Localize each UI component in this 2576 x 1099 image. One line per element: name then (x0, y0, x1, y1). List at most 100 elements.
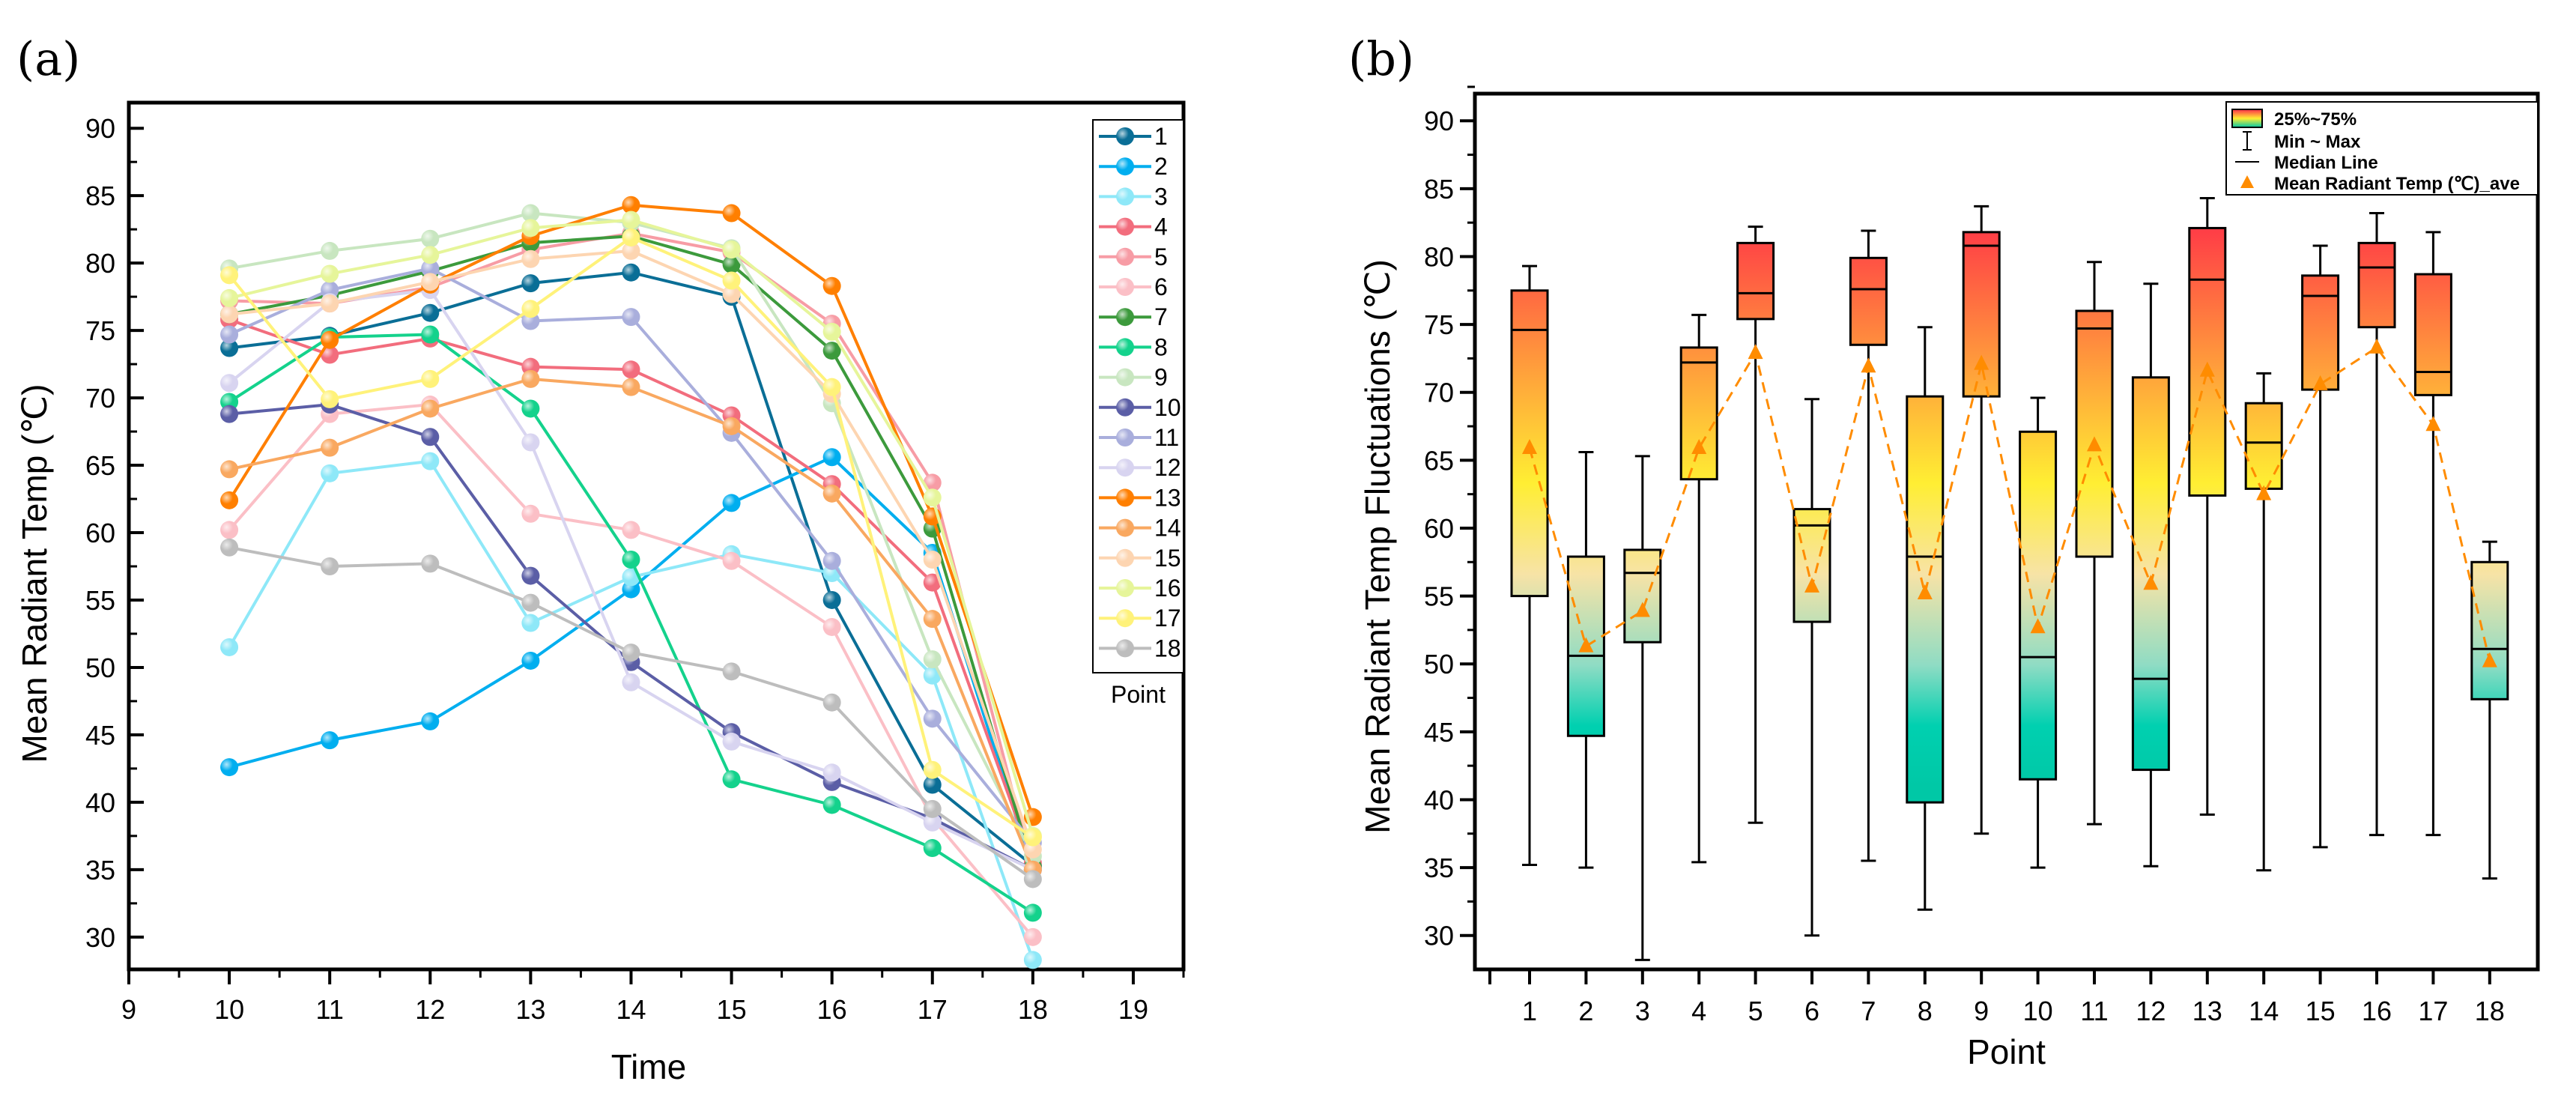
data-point-highlight (822, 322, 841, 341)
data-point-highlight (321, 330, 339, 349)
data-point-highlight (220, 374, 239, 393)
x-tick-label: 15 (2306, 996, 2336, 1026)
legend-label: 1 (1154, 123, 1168, 150)
legend-swatch-highlight (1116, 217, 1134, 236)
data-point-highlight (622, 263, 640, 282)
iqr-box (2019, 430, 2058, 781)
x-tick-label: 13 (515, 994, 545, 1025)
data-point-highlight (822, 448, 841, 467)
legend-swatch-highlight (1116, 127, 1134, 145)
y-tick-label: 55 (1424, 581, 1454, 612)
data-point-highlight (722, 204, 741, 222)
data-point-highlight (822, 590, 841, 609)
data-point-highlight (923, 813, 942, 832)
legend-label: 17 (1154, 605, 1181, 632)
data-point-highlight (521, 593, 540, 612)
legend-label: Mean Radiant Temp (℃)_ave (2274, 174, 2520, 194)
legend-label: 2 (1154, 153, 1168, 180)
x-tick-label: 10 (2023, 996, 2053, 1026)
x-tick-label: 12 (2136, 996, 2166, 1026)
data-point-highlight (822, 551, 841, 570)
mean-marker (1578, 637, 1594, 653)
legend-label: 8 (1154, 333, 1168, 360)
series-10 (220, 396, 1042, 879)
iqr-box (1849, 256, 1888, 346)
legend-swatch-highlight (1116, 278, 1134, 296)
panel-label: (b) (1348, 31, 1414, 86)
box-point-18 (2470, 540, 2509, 880)
legend-label: 18 (1154, 635, 1181, 661)
data-point-highlight (923, 799, 942, 818)
data-point-highlight (220, 538, 239, 557)
legend-label: 25%~75% (2274, 109, 2357, 130)
y-tick-label: 50 (1424, 649, 1454, 679)
legend-label: 9 (1154, 364, 1168, 391)
legend-label: 7 (1154, 303, 1168, 330)
data-point-highlight (722, 732, 741, 751)
iqr-box (1736, 241, 1775, 321)
y-tick-label: 75 (1424, 309, 1454, 340)
legend-swatch-highlight (1116, 579, 1134, 597)
iqr-box (1623, 548, 1662, 644)
data-point-highlight (421, 369, 440, 388)
box-point-15 (2301, 244, 2340, 849)
y-tick-label: 70 (1424, 378, 1454, 408)
x-tick-label: 14 (2249, 996, 2279, 1026)
y-tick-label: 65 (1424, 445, 1454, 476)
box-point-13 (2188, 197, 2227, 816)
mean-marker (1522, 439, 1537, 455)
legend-label: 12 (1154, 454, 1181, 481)
data-point-highlight (220, 325, 239, 344)
data-point-highlight (722, 255, 741, 273)
box-point-14 (2244, 372, 2283, 872)
legend-label: 16 (1154, 575, 1181, 602)
x-tick-label: 18 (2475, 996, 2505, 1026)
legend-swatch-mean (2240, 175, 2254, 188)
iqr-box (2470, 560, 2509, 700)
mean-marker (1634, 602, 1650, 617)
legend-swatch-highlight (1116, 308, 1134, 327)
mean-marker (2369, 338, 2384, 354)
iqr-box (2075, 309, 2114, 558)
x-tick-label: 9 (121, 994, 136, 1025)
series-line-8 (228, 333, 1034, 915)
legend-swatch-highlight (1116, 609, 1134, 628)
legend-swatch-highlight (1116, 247, 1134, 266)
mean-marker (1691, 439, 1707, 455)
series-6 (220, 396, 1042, 946)
y-tick-label: 35 (85, 855, 115, 885)
series-18 (220, 538, 1042, 888)
iqr-box (2357, 241, 2396, 329)
data-point-highlight (421, 428, 440, 446)
legend-swatch-highlight (1116, 368, 1134, 387)
legend-label: Median Line (2274, 153, 2378, 173)
x-tick-label: 16 (817, 994, 847, 1025)
data-point-highlight (923, 550, 942, 569)
data-point-highlight (822, 763, 841, 782)
x-tick-label: 6 (1804, 996, 1819, 1026)
data-point-highlight (822, 276, 841, 295)
data-point-highlight (421, 229, 440, 248)
data-point-highlight (622, 550, 640, 569)
series-3 (220, 452, 1042, 969)
data-point-highlight (321, 294, 339, 313)
mean-marker (2482, 652, 2497, 667)
legend-swatch-highlight (1116, 157, 1134, 176)
x-tick-label: 16 (2362, 996, 2392, 1026)
data-point-highlight (220, 339, 239, 357)
data-point-highlight (421, 303, 440, 322)
data-point-highlight (622, 521, 640, 539)
y-axis-title: Mean Radiant Temp Fluctuations (℃) (1358, 259, 1397, 834)
data-point-highlight (321, 264, 339, 283)
data-point-highlight (622, 211, 640, 229)
data-point-highlight (923, 839, 942, 858)
legend-swatch-highlight (1116, 187, 1134, 206)
data-point-highlight (722, 417, 741, 435)
data-point-highlight (321, 557, 339, 575)
y-tick-label: 80 (85, 248, 115, 279)
iqr-box (2301, 274, 2340, 391)
box-point-11 (2075, 261, 2114, 826)
